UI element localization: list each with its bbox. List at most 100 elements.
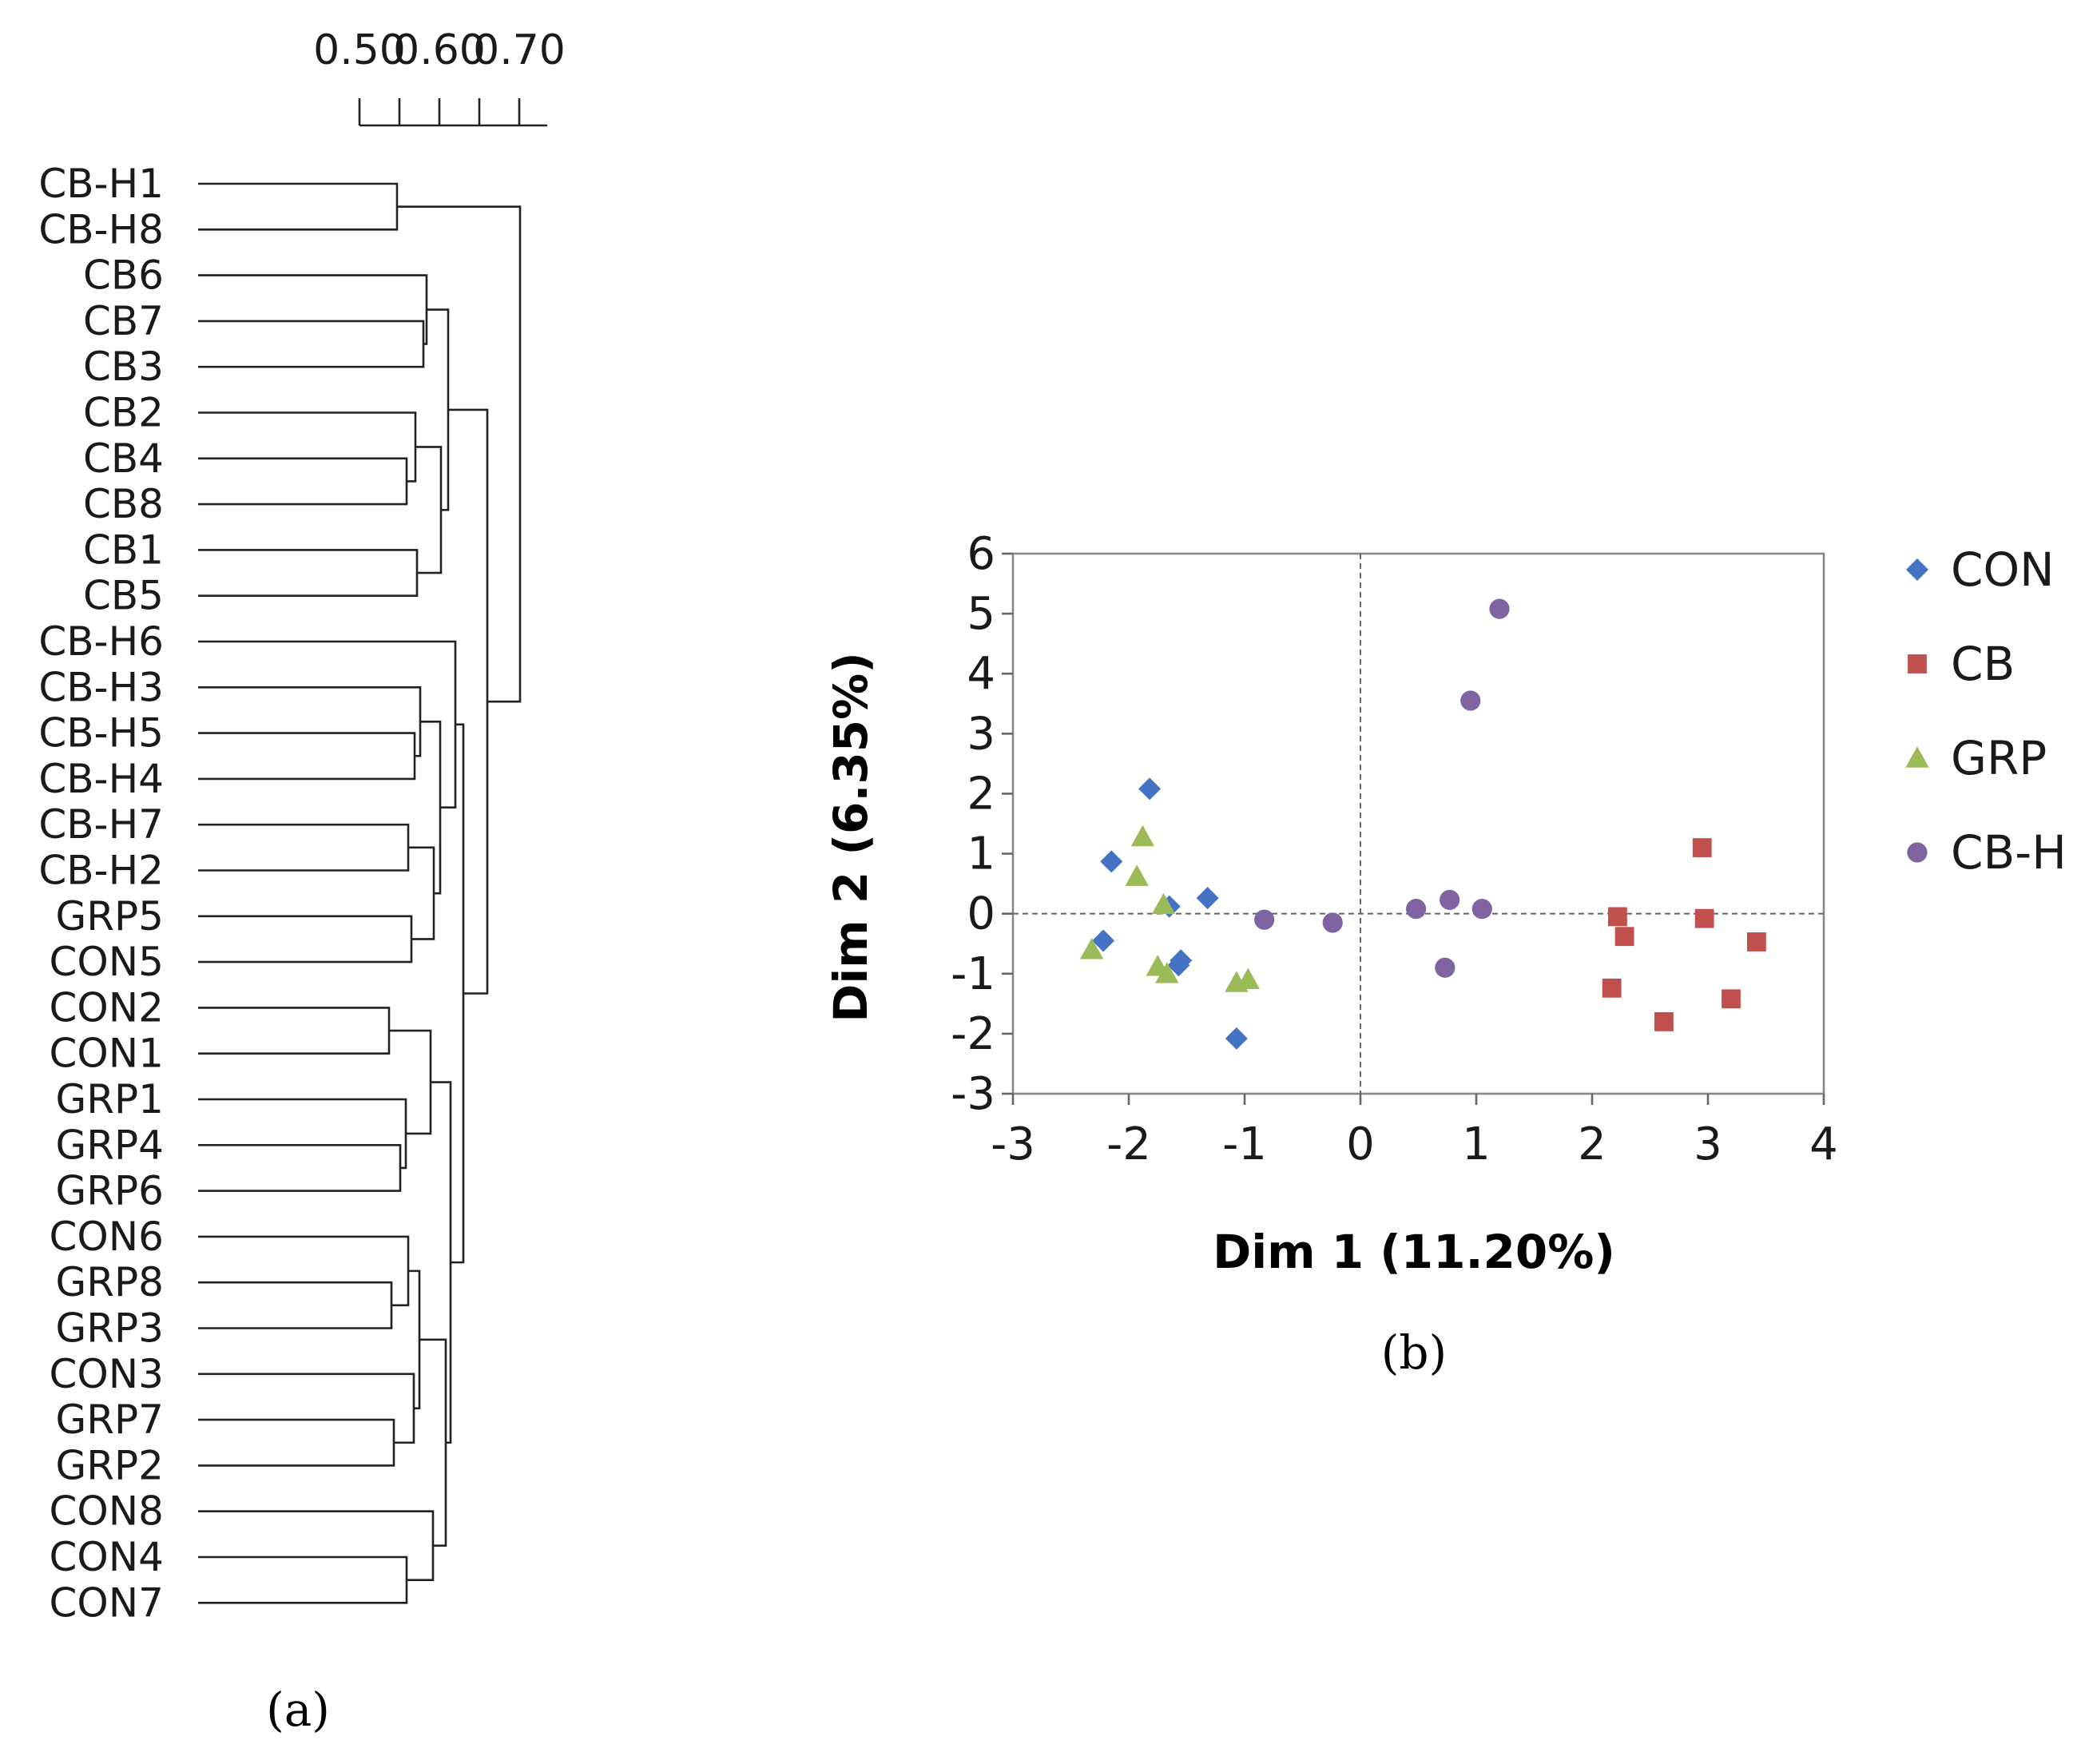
dendrogram-link-m18 bbox=[198, 1098, 407, 1170]
dendrogram-link-m9 bbox=[198, 732, 416, 781]
leaf-label: CB-H1 bbox=[38, 161, 164, 207]
dendrogram-link-m5 bbox=[198, 411, 417, 483]
leaf-label: CB5 bbox=[83, 573, 164, 619]
x-tick-label: -2 bbox=[1106, 1118, 1151, 1170]
scatter-axes: -3 -2 -1 0 1 2 3 4 -3 -2 -1 0 1 2 3 4 5 6 bbox=[951, 528, 1838, 1170]
point-cb bbox=[1654, 1011, 1674, 1031]
dendrogram-link-m14 bbox=[420, 720, 442, 895]
point-cb bbox=[1692, 838, 1712, 857]
point-grp bbox=[1125, 864, 1149, 886]
y-tick-label: 0 bbox=[967, 888, 995, 940]
point-cb bbox=[1747, 932, 1766, 952]
dendrogram-link-m19 bbox=[389, 1029, 432, 1135]
dendrogram-links bbox=[198, 182, 522, 1604]
point-cb bbox=[1614, 927, 1634, 947]
scatter-points bbox=[1079, 598, 1766, 1050]
point-cb-h bbox=[1406, 899, 1427, 920]
series-grp bbox=[1079, 824, 1261, 992]
leaf-label: GRP7 bbox=[56, 1396, 164, 1443]
dendrogram-link-m8 bbox=[427, 308, 450, 511]
leaf-label: CB-H2 bbox=[38, 848, 164, 894]
point-cb-h bbox=[1460, 690, 1481, 711]
point-cb-h bbox=[1471, 899, 1492, 920]
point-grp bbox=[1155, 962, 1179, 983]
leaf-label: CON6 bbox=[50, 1214, 164, 1260]
y-tick-label: -3 bbox=[951, 1068, 995, 1120]
leaf-label: CON1 bbox=[50, 1031, 164, 1077]
dendrogram-link-m17 bbox=[198, 1144, 402, 1192]
series-cb-h bbox=[1254, 598, 1510, 978]
dendrogram-link-m25 bbox=[198, 1555, 408, 1604]
point-con bbox=[1167, 954, 1190, 977]
leaf-label: GRP1 bbox=[56, 1076, 164, 1122]
y-tick-label: -2 bbox=[951, 1008, 995, 1060]
y-tick-label: -1 bbox=[951, 948, 995, 1000]
dendrogram-tick-label: 0.60 bbox=[393, 26, 486, 74]
leaf-label: CON7 bbox=[50, 1579, 164, 1626]
legend-marker-con bbox=[1906, 558, 1928, 581]
leaf-label: CB1 bbox=[83, 526, 164, 573]
dendrogram-tick-label: 0.70 bbox=[473, 26, 566, 74]
point-cb-h bbox=[1435, 957, 1456, 978]
dendrogram-leaf-labels: CB-H1CB-H8CB6CB7CB3CB2CB4CB8CB1CB5CB-H6C… bbox=[38, 161, 164, 1626]
point-cb-h bbox=[1254, 909, 1275, 930]
dendrogram-axis: 0.500.600.70 bbox=[313, 26, 566, 127]
leaf-label: CB-H4 bbox=[38, 756, 164, 802]
dendrogram-link-m10 bbox=[198, 686, 422, 757]
point-grp bbox=[1079, 938, 1104, 959]
series-cb bbox=[1602, 838, 1766, 1031]
leaf-label: CB-H7 bbox=[38, 801, 164, 848]
leaf-label: GRP6 bbox=[56, 1168, 164, 1214]
leaf-label: GRP5 bbox=[56, 893, 164, 940]
dendrogram-link-m20 bbox=[198, 1281, 393, 1329]
legend-label: CON bbox=[1951, 542, 2055, 597]
leaf-label: CB3 bbox=[83, 344, 164, 390]
leaf-label: CON4 bbox=[50, 1534, 164, 1580]
dendrogram-link-m31 bbox=[397, 205, 522, 703]
legend-marker-cb-h bbox=[1907, 842, 1928, 863]
x-tick-label: -3 bbox=[991, 1118, 1035, 1170]
leaf-label: CON5 bbox=[50, 939, 164, 985]
point-cb bbox=[1722, 989, 1741, 1009]
leaf-label: GRP4 bbox=[56, 1122, 164, 1168]
x-tick-label: 3 bbox=[1694, 1118, 1722, 1170]
leaf-label: CB-H6 bbox=[38, 618, 164, 665]
y-tick-label: 1 bbox=[967, 828, 995, 880]
leaf-label: CB-H5 bbox=[38, 710, 164, 757]
dendrogram-tick-label: 0.50 bbox=[313, 26, 406, 74]
dendrogram-link-m21 bbox=[198, 1235, 410, 1307]
legend-label: CB bbox=[1951, 637, 2015, 691]
y-tick-label: 2 bbox=[967, 768, 995, 820]
dendrogram-link-m6 bbox=[198, 549, 419, 597]
reference-lines bbox=[1013, 554, 1824, 1094]
legend: CON CB GRP CB-H bbox=[1905, 542, 2067, 880]
dendrogram-link-m12 bbox=[198, 915, 413, 963]
dendrogram-link-m7 bbox=[415, 446, 443, 574]
dendrogram-link-m16 bbox=[198, 1007, 391, 1055]
x-tick-label: 4 bbox=[1809, 1118, 1838, 1170]
caption-b: (b) bbox=[1381, 1325, 1447, 1380]
leaf-label: CON8 bbox=[50, 1488, 164, 1535]
y-tick-label: 3 bbox=[967, 708, 995, 760]
leaf-label: GRP2 bbox=[56, 1442, 164, 1488]
leaf-label: CB-H8 bbox=[38, 206, 164, 252]
dendrogram-link-m3 bbox=[198, 274, 428, 345]
dendrogram-link-m11 bbox=[198, 823, 410, 872]
leaf-label: CB-H3 bbox=[38, 664, 164, 710]
leaf-label: CON2 bbox=[50, 984, 164, 1031]
legend-label: CB-H bbox=[1951, 825, 2067, 880]
leaf-label: CB4 bbox=[83, 435, 164, 482]
dendrogram-link-m26 bbox=[198, 1510, 435, 1581]
point-grp bbox=[1130, 824, 1155, 847]
x-axis-label: Dim 1 (11.20%) bbox=[1213, 1225, 1615, 1279]
dendrogram-link-m29 bbox=[451, 723, 465, 1264]
point-cb bbox=[1602, 978, 1622, 998]
x-tick-label: 0 bbox=[1346, 1118, 1375, 1170]
point-con bbox=[1092, 929, 1115, 952]
dendrogram-link-m2 bbox=[198, 320, 425, 368]
x-tick-label: 2 bbox=[1578, 1118, 1606, 1170]
plot-area bbox=[1011, 552, 1825, 1095]
caption-a: (a) bbox=[266, 1683, 330, 1737]
